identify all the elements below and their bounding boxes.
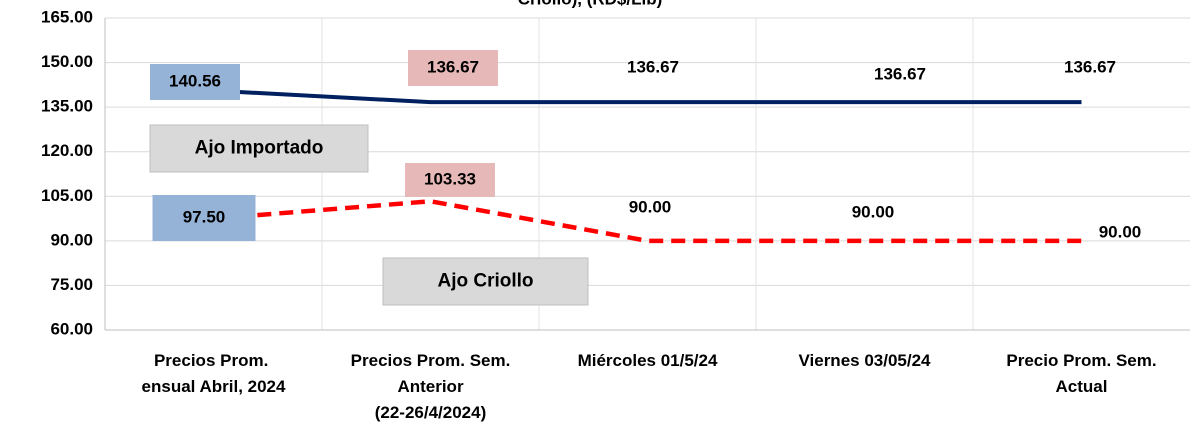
data-label-box xyxy=(408,50,498,86)
data-label: 90.00 xyxy=(852,202,895,221)
x-tick-label: Precios Prom. Sem. Anterior (22-26/4/2024) xyxy=(351,351,511,422)
data-label: 90.00 xyxy=(629,197,672,216)
data-label-box xyxy=(405,163,495,197)
y-tick-label: 150.00 xyxy=(41,52,93,71)
series-line xyxy=(213,88,1082,105)
series-name-box xyxy=(149,124,369,173)
x-tick-label: Miércoles 01/5/24 xyxy=(578,351,718,370)
x-tick-label: Precios Prom. ensual Abril, 2024 xyxy=(142,351,286,396)
data-label-box xyxy=(150,64,240,100)
y-tick-label: 165.00 xyxy=(41,7,93,26)
series-name: Ajo Criollo xyxy=(437,271,533,292)
data-label: 103.33 xyxy=(424,169,476,188)
y-tick-label: 90.00 xyxy=(50,230,93,249)
y-tick-label: 60.00 xyxy=(50,319,93,338)
x-tick-label: Viernes 03/05/24 xyxy=(798,351,931,370)
y-tick-label: 135.00 xyxy=(41,97,93,116)
x-tick-label: Precio Prom. Sem. Actual xyxy=(1006,351,1156,396)
series-name-box xyxy=(382,257,589,306)
y-tick-label: 75.00 xyxy=(50,275,93,294)
data-label: 136.67 xyxy=(1064,57,1116,76)
series-name: Ajo Importado xyxy=(195,138,324,159)
data-label: 136.67 xyxy=(627,57,679,76)
series-line xyxy=(213,198,1082,244)
y-tick-label: 120.00 xyxy=(41,141,93,160)
data-label: 136.67 xyxy=(874,64,926,83)
chart-title: Criollo), (RD$/Lib) xyxy=(518,0,662,8)
y-tick-label: 105.00 xyxy=(41,186,93,205)
data-label: 136.67 xyxy=(427,57,479,76)
data-label: 140.56 xyxy=(169,71,221,90)
data-label-box xyxy=(152,195,256,241)
data-label: 90.00 xyxy=(1099,222,1142,241)
data-label: 97.50 xyxy=(183,207,226,226)
